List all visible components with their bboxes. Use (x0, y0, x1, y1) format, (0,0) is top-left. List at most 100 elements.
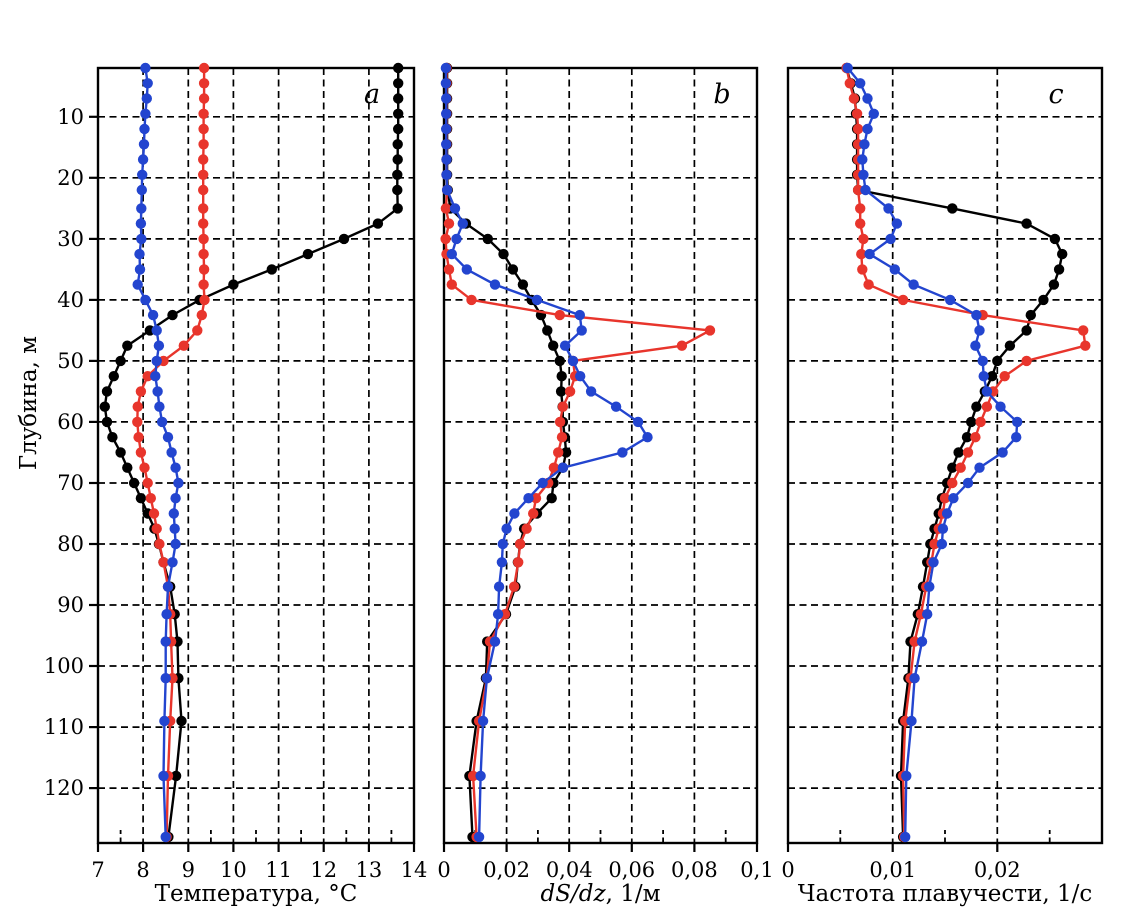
series-blue-marker (135, 218, 147, 229)
series-blue-marker (928, 557, 939, 568)
series-black-marker (555, 386, 567, 397)
series-blue-marker (531, 294, 543, 306)
series-black-marker (971, 401, 982, 412)
series-red-marker (440, 233, 451, 245)
series-blue-marker (868, 108, 879, 120)
series-blue-marker (1011, 432, 1022, 443)
series-black-marker (108, 371, 120, 382)
series-blue-marker (557, 462, 569, 473)
series-blue-marker (475, 770, 486, 782)
series-blue-marker (150, 371, 161, 382)
series-blue-marker (1012, 416, 1023, 428)
series-black-marker (560, 447, 572, 458)
series-red-marker (939, 493, 951, 504)
x-axis-label-c: Частота плавучести, 1/с (788, 881, 1102, 907)
series-blue-marker (168, 508, 179, 519)
x-tick-label: 9 (182, 858, 195, 882)
series-blue-marker (860, 184, 871, 196)
series-blue-line (846, 67, 1019, 837)
series-blue-marker (997, 447, 1008, 458)
x-tick-label: 8 (136, 858, 149, 882)
series-red-marker (557, 401, 569, 412)
x-axis-label-c-text: Частота плавучести, 1/с (797, 881, 1093, 907)
series-blue-marker (885, 233, 896, 245)
series-blue-marker (857, 154, 868, 165)
series-black-marker (548, 340, 559, 351)
series-blue-marker (159, 715, 170, 727)
series-blue-marker (864, 248, 875, 260)
series-blue-marker (862, 93, 873, 104)
series-red-marker (970, 432, 981, 443)
series-red-marker (443, 218, 455, 229)
series-blue-marker (481, 673, 493, 684)
series-black-marker (392, 139, 403, 150)
series-blue-marker (441, 93, 452, 104)
series-black-marker (393, 78, 404, 89)
series-blue-marker (974, 462, 985, 473)
series-blue-marker (147, 309, 159, 321)
panel-b: 0 0,02 0,04 0,06 0,08 0,1 (437, 62, 774, 882)
series-blue-marker (167, 557, 178, 568)
series-red-marker (196, 309, 207, 321)
series-black-marker (517, 279, 529, 290)
series-black-marker (986, 371, 998, 382)
series-blue-marker (537, 477, 548, 489)
y-tick-label: 60 (57, 410, 84, 434)
series-blue-marker (153, 340, 165, 351)
series-blue-marker (924, 581, 935, 592)
y-tick-label: 70 (57, 471, 84, 495)
series-red-marker (704, 325, 716, 336)
y-tick-label: 40 (57, 288, 84, 312)
series-black-marker (101, 416, 113, 428)
y-tick-label: 110 (44, 715, 84, 739)
series-red-marker (999, 371, 1010, 382)
series-blue-marker (489, 279, 501, 290)
series-blue-marker (169, 523, 180, 534)
series-blue-marker (981, 386, 993, 397)
x-axis-label-a: Температура, °C (98, 881, 414, 907)
series-red-marker (198, 279, 209, 290)
series-blue-marker (162, 581, 174, 592)
panel-a: 7 8 9 10 11 12 13 14 10 20 30 40 50 60 70 80 90 100 110 120 (44, 62, 427, 882)
series-blue-marker (134, 264, 146, 275)
series-black-marker (302, 248, 314, 260)
series-red-marker (848, 93, 860, 104)
series-red-marker (158, 557, 169, 568)
series-blue-marker (862, 123, 873, 135)
x-axis-label-a-text: Температура, °C (154, 881, 358, 907)
series-blue-marker (936, 538, 948, 550)
series-black-marker (115, 355, 126, 367)
series-blue-marker (493, 581, 505, 592)
series-blue-marker (900, 831, 911, 843)
series-black-marker (992, 355, 1003, 367)
series-red-marker (855, 218, 866, 229)
series-red-marker (198, 154, 209, 165)
series-red-marker (139, 462, 150, 473)
series-blue-marker (576, 325, 587, 336)
series-black-marker (393, 93, 404, 104)
series-blue-marker (977, 355, 988, 367)
series-red-marker (198, 108, 209, 120)
panel-frame (786, 66, 1104, 845)
series-black-marker (392, 154, 403, 165)
series-blue-marker (945, 294, 956, 306)
series-black-marker (1049, 233, 1061, 245)
series-blue-marker (891, 218, 903, 229)
series-blue-marker (642, 432, 653, 443)
series-black-marker (1048, 279, 1060, 290)
series-blue-marker (173, 477, 184, 489)
series-black-marker (953, 447, 964, 458)
panel-frame (442, 66, 759, 845)
series-red-marker (513, 557, 524, 568)
series-blue-marker (142, 78, 153, 89)
series-red-marker (553, 447, 564, 458)
series-black-marker (266, 264, 277, 275)
series-red-marker (857, 264, 868, 275)
series-red-marker (145, 493, 156, 504)
series-red-marker (909, 636, 920, 647)
series-blue-marker (440, 78, 452, 89)
series-black-marker (135, 493, 147, 504)
series-red-marker (554, 309, 565, 321)
series-blue-marker (948, 493, 959, 504)
